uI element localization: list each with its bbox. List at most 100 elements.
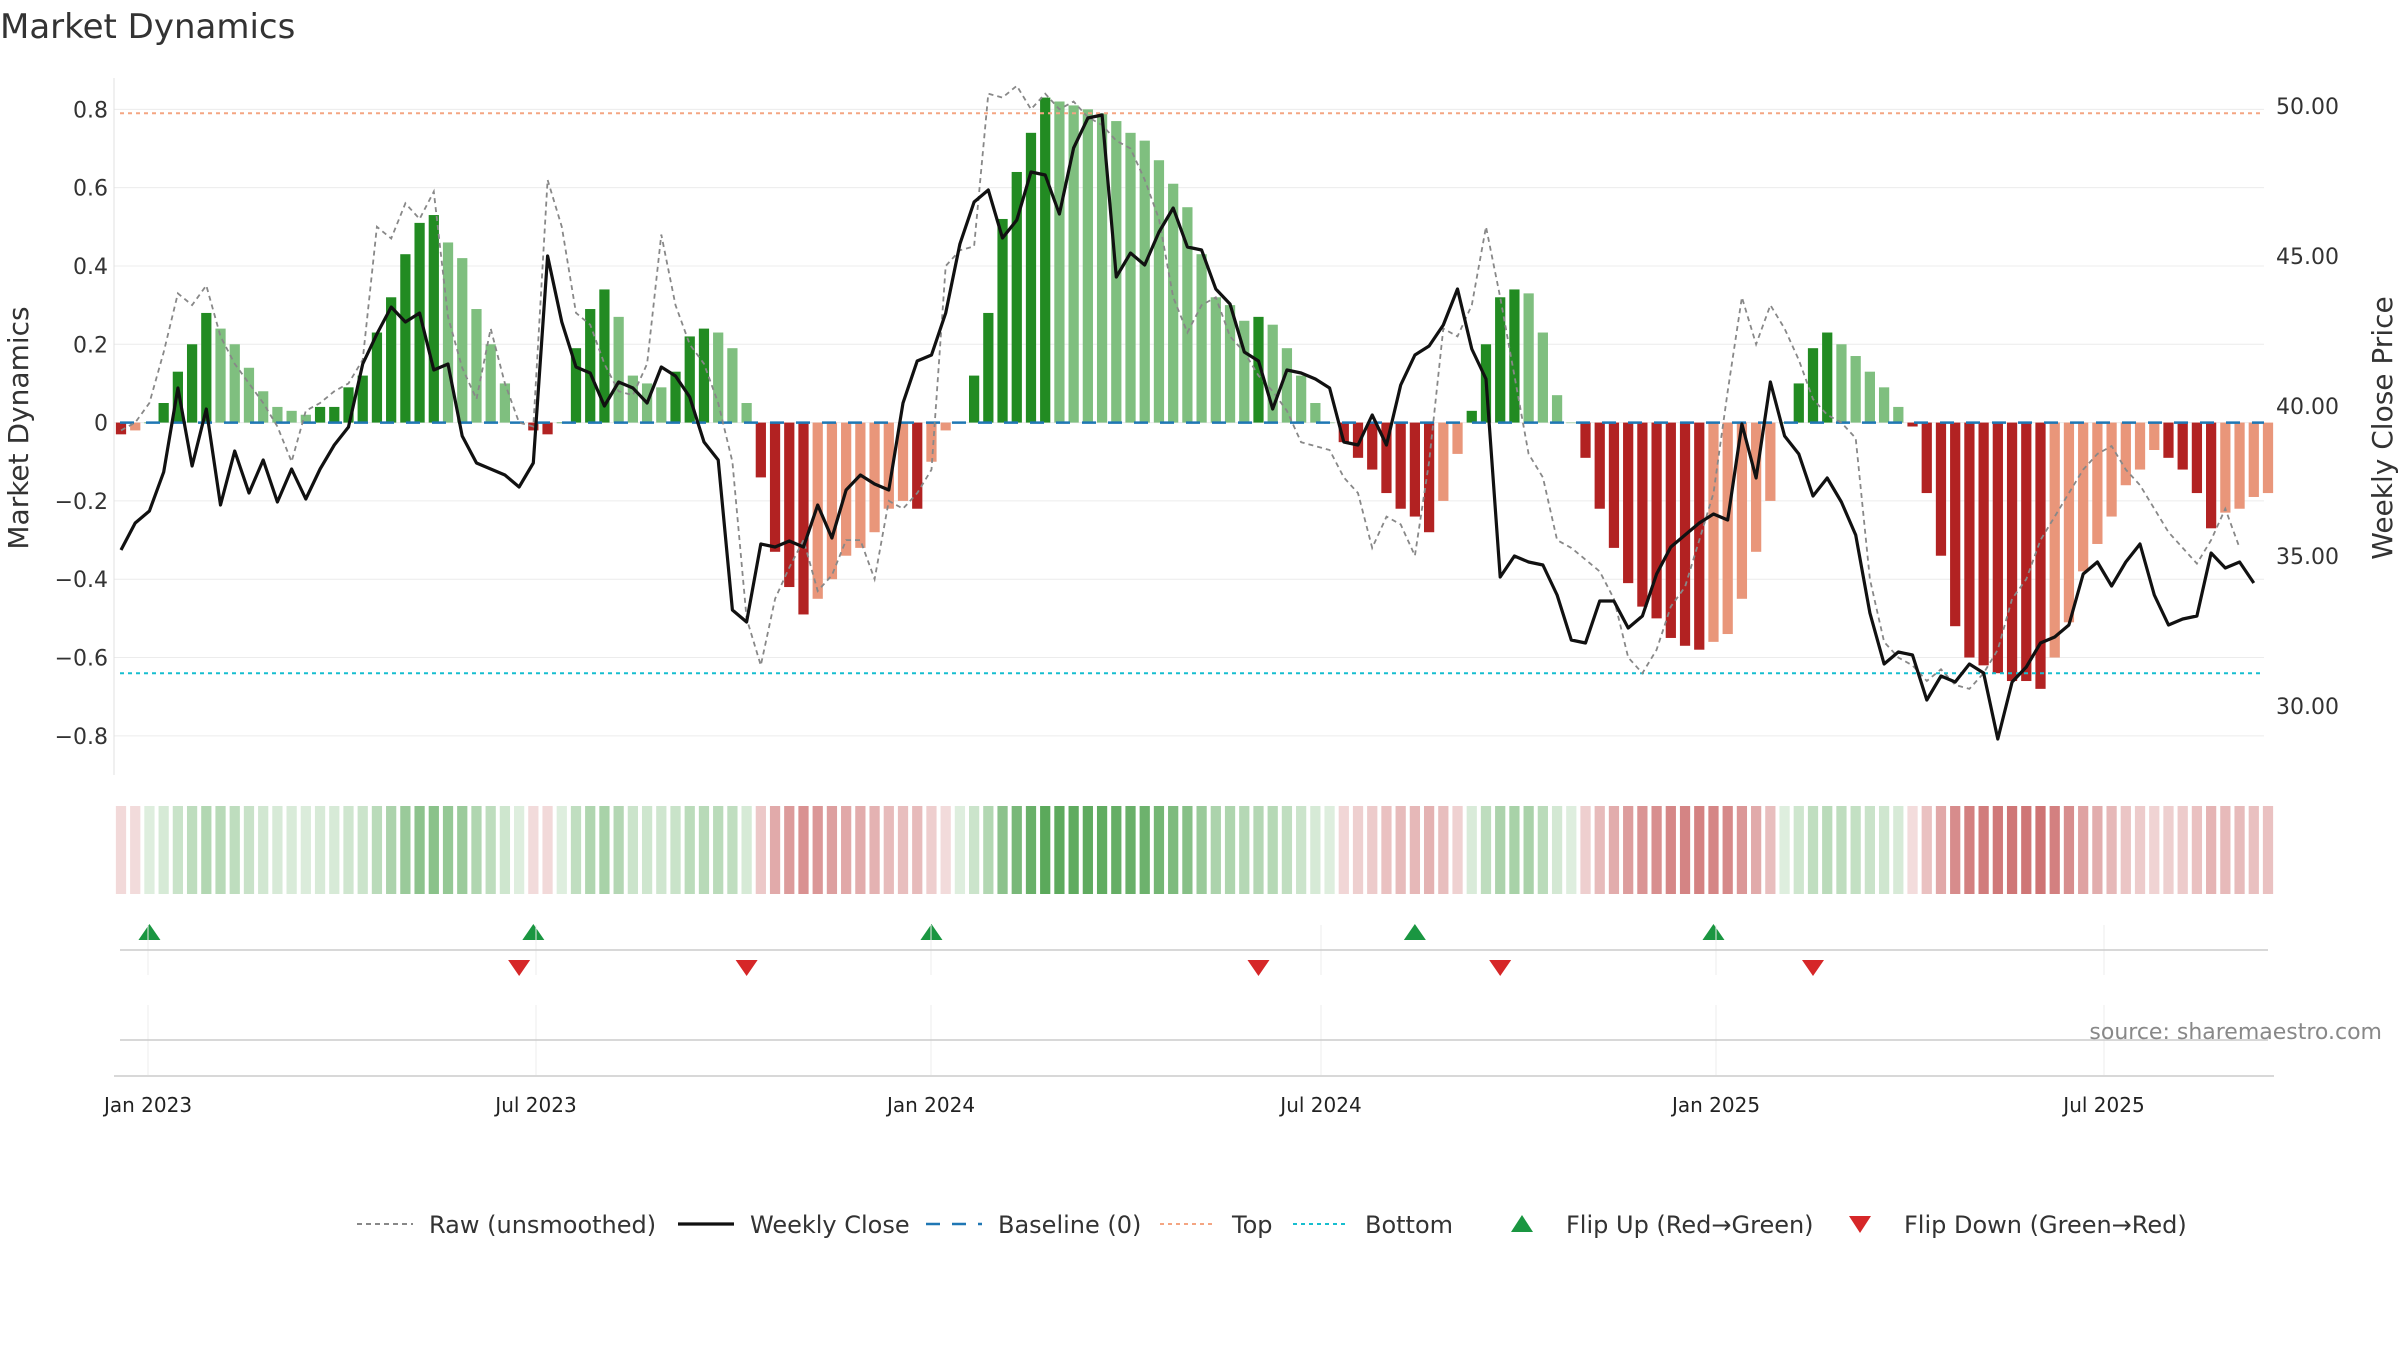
heat-cell xyxy=(1068,806,1079,894)
dynamics-bar xyxy=(2049,422,2060,658)
dynamics-bar xyxy=(1367,422,1378,470)
heat-cell xyxy=(1779,806,1790,894)
heat-cell xyxy=(2248,806,2259,894)
heat-cell xyxy=(1224,806,1236,894)
right-tick-label: 45.00 xyxy=(2276,245,2339,270)
dynamics-bar xyxy=(1921,422,1932,494)
dynamics-bar xyxy=(243,367,255,423)
heat-cell xyxy=(769,806,781,894)
dynamics-bar xyxy=(2006,422,2018,682)
x-ticks: Jan 2023 Jul 2023 Jan 2024 Jul 2024 Jan 2025… xyxy=(102,925,2274,1117)
dynamics-bar xyxy=(2092,422,2103,544)
heat-cell xyxy=(1594,806,1605,894)
raw-line xyxy=(120,84,2241,690)
dynamics-bar xyxy=(400,254,411,423)
heat-cell xyxy=(841,806,852,894)
heat-cell xyxy=(528,806,539,894)
heat-cell xyxy=(130,806,141,894)
heat-cell xyxy=(1139,806,1150,894)
heat-cell xyxy=(741,806,752,894)
heat-cell xyxy=(2049,806,2060,894)
dynamics-bar xyxy=(1708,422,1719,642)
flip-down-marker xyxy=(735,960,758,976)
dynamics-bar xyxy=(1822,332,1833,423)
dynamics-bar xyxy=(300,414,311,423)
dynamics-bar xyxy=(314,406,326,423)
heat-cell xyxy=(812,806,823,894)
heat-cell xyxy=(1466,806,1477,894)
dynamics-bar xyxy=(1267,324,1278,423)
heat-cell xyxy=(2106,806,2117,894)
dynamics-bar xyxy=(585,309,596,423)
heat-cell xyxy=(414,806,425,894)
dynamics-bar xyxy=(2035,422,2046,689)
flip-up-marker xyxy=(1403,924,1426,940)
flip-down-marker xyxy=(1802,960,1825,976)
heat-cell xyxy=(798,806,809,894)
dynamics-bar xyxy=(1964,422,1975,658)
legend: Raw (unsmoothed) Weekly Close Baseline (0)… xyxy=(357,1211,2187,1239)
dynamics-bar xyxy=(1082,109,1093,423)
right-tick-label: 30.00 xyxy=(2276,695,2339,720)
source-note: source: sharemaestro.com xyxy=(2089,1020,2382,1045)
heat-cell xyxy=(1878,806,1890,894)
dynamics-bar xyxy=(1608,422,1620,548)
left-tick-label: 0 xyxy=(94,412,108,437)
dynamics-bar xyxy=(2063,422,2075,623)
heat-cell xyxy=(1082,806,1093,894)
dynamics-bar xyxy=(1907,422,1918,427)
heat-cell xyxy=(1452,806,1463,894)
x-tick-label: Jul 2024 xyxy=(1278,1093,1361,1117)
dynamics-bar xyxy=(371,332,383,423)
dynamics-bar xyxy=(812,422,823,599)
heat-cell xyxy=(1523,806,1534,894)
heat-cell xyxy=(172,806,183,894)
heat-cell xyxy=(656,806,667,894)
dynamics-bar xyxy=(1438,422,1449,501)
legend-label: Baseline (0) xyxy=(998,1211,1141,1239)
legend-label: Top xyxy=(1231,1211,1273,1239)
heat-cell xyxy=(940,806,951,894)
heat-cell xyxy=(641,806,653,894)
dynamics-bar xyxy=(258,391,269,423)
heat-cell xyxy=(1651,806,1662,894)
heat-cell xyxy=(1495,806,1506,894)
dynamics-bar xyxy=(130,422,141,431)
heat-cell xyxy=(386,806,397,894)
heat-cell xyxy=(1509,806,1520,894)
heat-cell xyxy=(1025,806,1037,894)
dynamics-bar xyxy=(684,336,695,423)
dynamics-bar xyxy=(1722,422,1733,635)
heat-cell xyxy=(1722,806,1733,894)
heat-cell xyxy=(1182,806,1193,894)
heat-cell xyxy=(2149,806,2160,894)
dynamics-bar xyxy=(1765,422,1776,501)
dynamics-bar xyxy=(1182,207,1193,423)
dynamics-bar xyxy=(784,422,795,588)
heat-cell xyxy=(2120,806,2131,894)
dynamics-bar xyxy=(1040,97,1051,423)
dynamics-bar xyxy=(968,375,980,423)
dynamics-bar xyxy=(201,312,212,423)
dynamics-bar xyxy=(2177,422,2188,470)
dynamics-bar xyxy=(485,344,496,423)
heat-cell xyxy=(1935,806,1947,894)
dynamics-bar xyxy=(855,422,866,548)
heat-cell xyxy=(485,806,496,894)
flip-up-marker xyxy=(138,924,161,940)
heat-cell xyxy=(1409,806,1421,894)
dynamics-bar xyxy=(414,222,425,423)
right-y-ticks: 50.00 45.00 40.00 35.00 30.00 xyxy=(2276,95,2339,720)
heat-cell xyxy=(1324,806,1335,894)
dynamics-bar xyxy=(1153,160,1165,423)
dynamics-bar xyxy=(1566,422,1577,424)
heat-cell xyxy=(1267,806,1278,894)
dynamics-bar xyxy=(186,344,198,423)
reference-lines xyxy=(120,112,2264,675)
dynamics-bar xyxy=(1878,387,1890,423)
dynamics-bar xyxy=(826,422,838,580)
heat-cell xyxy=(1239,806,1250,894)
dynamics-bar xyxy=(1025,132,1037,423)
dynamics-bar xyxy=(1793,383,1804,423)
